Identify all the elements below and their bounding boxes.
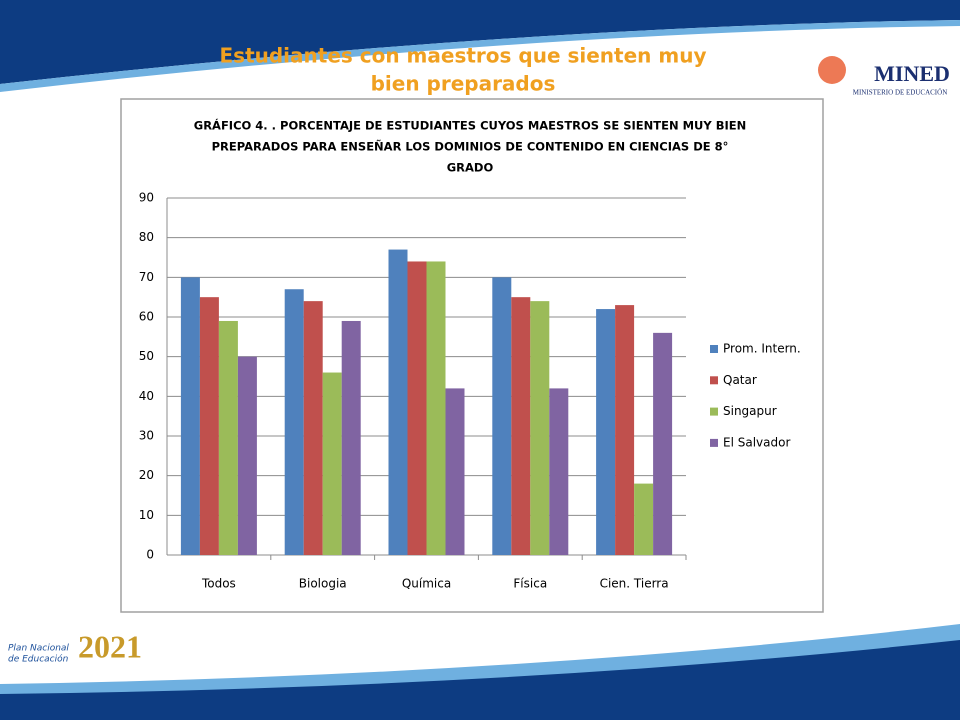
bar xyxy=(530,301,550,555)
bar xyxy=(218,320,238,555)
bar xyxy=(284,289,304,555)
bar xyxy=(596,309,616,555)
legend-label: El Salvador xyxy=(723,435,790,449)
legend-swatch xyxy=(710,407,718,416)
logo-icon xyxy=(818,56,846,84)
logo-text: MINISTERIO DE EDUCACIÓN xyxy=(853,89,948,97)
bar xyxy=(615,305,635,555)
chart-title: GRÁFICO 4. . PORCENTAJE DE ESTUDIANTES C… xyxy=(194,118,746,133)
slide-title: Estudiantes con maestros que sienten muy xyxy=(220,44,707,68)
bottom-band xyxy=(0,640,960,720)
y-tick-label: 90 xyxy=(139,191,154,205)
x-tick-label: Biologia xyxy=(299,577,347,591)
y-tick-label: 0 xyxy=(146,548,154,562)
y-tick-label: 60 xyxy=(139,310,154,324)
logo-text: MINED xyxy=(874,61,950,86)
bar xyxy=(511,297,531,555)
legend-label: Prom. Intern. xyxy=(723,342,801,356)
logo-text: de Educación xyxy=(8,654,69,665)
y-tick-label: 20 xyxy=(139,468,154,482)
slide-title: bien preparados xyxy=(371,72,556,96)
bar xyxy=(426,261,446,555)
legend-label: Qatar xyxy=(723,373,757,387)
x-tick-label: Cien. Tierra xyxy=(600,577,669,591)
bar xyxy=(322,372,342,555)
legend-swatch xyxy=(710,345,718,353)
y-tick-label: 80 xyxy=(139,230,154,244)
bar xyxy=(341,320,361,555)
x-tick-label: Todos xyxy=(201,577,236,591)
y-tick-label: 30 xyxy=(139,429,154,443)
y-tick-label: 10 xyxy=(139,508,154,522)
bar xyxy=(653,332,673,555)
y-tick-label: 40 xyxy=(139,389,154,403)
bar xyxy=(407,261,427,555)
bar xyxy=(445,388,465,555)
bar xyxy=(634,483,654,555)
legend-swatch xyxy=(710,438,718,447)
legend-label: Singapur xyxy=(723,404,777,418)
y-tick-label: 50 xyxy=(139,349,154,363)
bar xyxy=(237,356,257,555)
x-tick-label: Física xyxy=(513,577,547,591)
chart-title: PREPARADOS PARA ENSEÑAR LOS DOMINIOS DE … xyxy=(212,139,729,154)
chart-title: GRADO xyxy=(447,161,494,175)
x-tick-label: Química xyxy=(402,577,451,591)
bar xyxy=(180,277,200,555)
bar xyxy=(388,249,408,556)
top-band xyxy=(0,0,960,84)
top-stripe xyxy=(0,20,960,92)
logo-year: 2021 xyxy=(78,628,142,664)
bar xyxy=(303,301,323,555)
bar xyxy=(549,388,569,555)
logo-text: Plan Nacional xyxy=(8,644,69,654)
legend-swatch xyxy=(710,376,718,385)
y-tick-label: 70 xyxy=(139,270,154,284)
bar xyxy=(199,297,219,555)
bar xyxy=(492,277,512,555)
